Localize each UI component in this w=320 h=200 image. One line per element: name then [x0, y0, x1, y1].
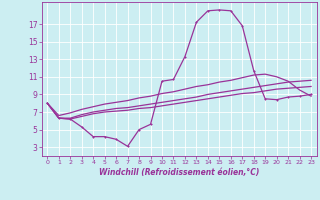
X-axis label: Windchill (Refroidissement éolien,°C): Windchill (Refroidissement éolien,°C): [99, 168, 260, 177]
